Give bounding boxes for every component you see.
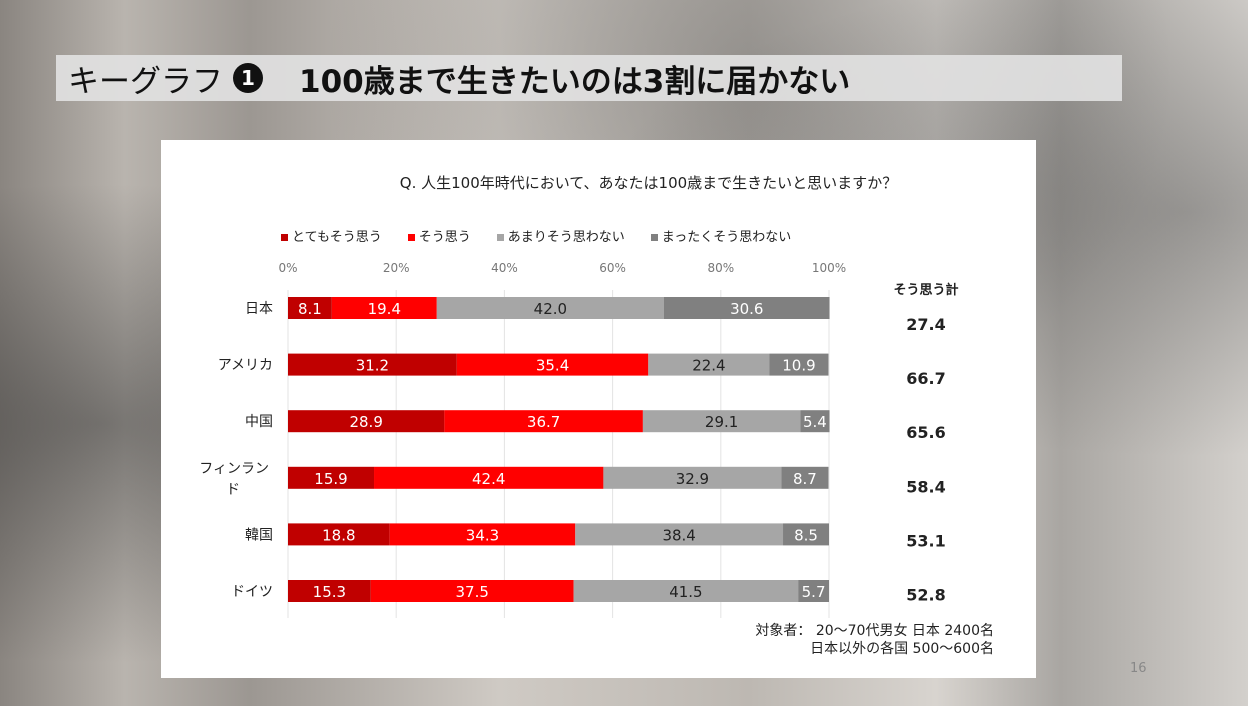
legend-item: あまりそう思わない [496, 226, 625, 245]
chart-title: Q. 人生100年時代において、あなたは100歳まで生きたいと思いますか？ [399, 174, 898, 192]
legend-item: まったくそう思わない [650, 226, 792, 245]
bar-segment [783, 523, 829, 546]
bar-value-label: 8.1 [298, 300, 322, 318]
bar-value-label: 8.7 [793, 470, 817, 488]
bar-segment [456, 353, 649, 376]
legend-swatch [650, 234, 658, 241]
legend-item: そう思う [407, 226, 471, 245]
total-value: 53.1 [906, 531, 945, 550]
legend-item: とてもそう思う [281, 226, 382, 245]
bar-value-label: 32.9 [676, 470, 709, 488]
x-tick-label: 60% [599, 261, 626, 275]
legend-label: そう思う [418, 230, 471, 245]
slide-title: キーグラフ 1 100歳まで生きたいのは3割に届かない [56, 55, 1122, 101]
category-label: ドイツ [231, 584, 273, 600]
category-label: アメリカ [218, 358, 273, 374]
legend-label: あまりそう思わない [507, 230, 625, 245]
bar-value-label: 35.4 [536, 357, 569, 375]
total-value: 58.4 [906, 477, 945, 496]
bar-value-label: 30.6 [730, 300, 763, 318]
bar-segment [444, 410, 643, 433]
bar-value-label: 5.4 [803, 413, 827, 431]
title-prefix: キーグラフ [68, 63, 223, 100]
respondents-note: 対象者： 20～70代男女 日本 2400名 日本以外の各国 500～600名 [755, 622, 994, 658]
bar-value-label: 31.2 [356, 357, 389, 375]
bar-segment [769, 353, 829, 376]
bar-segment [288, 580, 371, 602]
bar-segment [573, 580, 799, 602]
page-number: 16 [1130, 661, 1147, 676]
legend-swatch [281, 234, 288, 241]
bar-value-label: 42.4 [472, 470, 505, 488]
total-value: 65.6 [906, 423, 945, 442]
bar-value-label: 22.4 [692, 357, 725, 375]
category-label: フィンラン [199, 461, 269, 477]
category-label: 韓国 [245, 527, 273, 543]
bar-segment [370, 580, 574, 602]
bar-segment [288, 523, 390, 546]
bar-value-label: 36.7 [527, 413, 560, 431]
bar-value-label: 15.9 [314, 470, 347, 488]
note-line-1: 対象者： 20～70代男女 日本 2400名 [755, 623, 994, 639]
total-value: 66.7 [906, 369, 945, 388]
bar-segment [800, 410, 830, 433]
bar-segment [781, 466, 829, 489]
bar-value-label: 8.5 [794, 526, 818, 544]
bar-segment [603, 466, 782, 489]
note-line-2: 日本以外の各国 500～600名 [810, 641, 994, 657]
bar-value-label: 41.5 [669, 583, 702, 601]
chart-svg: 0% 20% 40% 60% 80% 100% 日本 8.1 19.4 42.0 30.6 27.4 ア… [199, 261, 959, 618]
bar-segment [663, 297, 830, 319]
bar-value-label: 18.8 [322, 526, 355, 544]
legend-label: とてもそう思う [292, 230, 382, 245]
bar-value-label: 19.4 [368, 300, 401, 318]
bar-value-label: 10.9 [782, 357, 815, 375]
bar-segment [288, 410, 445, 433]
x-tick-label: 40% [491, 261, 518, 275]
bar-segment [798, 580, 829, 602]
bar-segment [288, 297, 332, 319]
x-tick-label: 0% [278, 261, 297, 275]
bar-segment [389, 523, 576, 546]
bar-segment [436, 297, 664, 319]
legend-swatch [407, 234, 415, 241]
chart-card: Q. 人生100年時代において、あなたは100歳まで生きたいと思いますか？ とて… [161, 140, 1036, 678]
x-tick-label: 80% [707, 261, 734, 275]
bar-value-label: 5.7 [802, 583, 826, 601]
legend-label: まったくそう思わない [661, 230, 792, 245]
bar-value-label: 34.3 [466, 526, 499, 544]
bar-value-label: 28.9 [349, 413, 382, 431]
bar-segment [648, 353, 770, 376]
bar-segment [331, 297, 437, 319]
totals-header: そう思う計 [893, 282, 958, 298]
bar-value-label: 29.1 [705, 413, 738, 431]
bar-value-label: 37.5 [456, 583, 489, 601]
x-tick-label: 20% [383, 261, 410, 275]
bar-segment [374, 466, 604, 489]
legend-swatch [496, 234, 504, 241]
total-value: 27.4 [906, 315, 945, 334]
bar-segment [288, 353, 457, 376]
category-label: 中国 [245, 414, 273, 430]
title-main: 100歳まで生きたいのは3割に届かない [299, 63, 851, 100]
x-tick-label: 100% [812, 261, 846, 275]
bar-segment [575, 523, 784, 546]
bar-value-label: 15.3 [313, 583, 346, 601]
bar-value-label: 38.4 [662, 526, 695, 544]
bar-segment [288, 466, 375, 489]
title-number: 1 [233, 63, 263, 93]
total-value: 52.8 [906, 586, 945, 605]
bar-value-label: 42.0 [534, 300, 567, 318]
category-label: 日本 [245, 301, 273, 317]
category-label-cont: ド [226, 482, 240, 498]
legend: とてもそう思う そう思う あまりそう思わない まったくそう思わない [281, 226, 791, 245]
bar-segment [642, 410, 801, 433]
